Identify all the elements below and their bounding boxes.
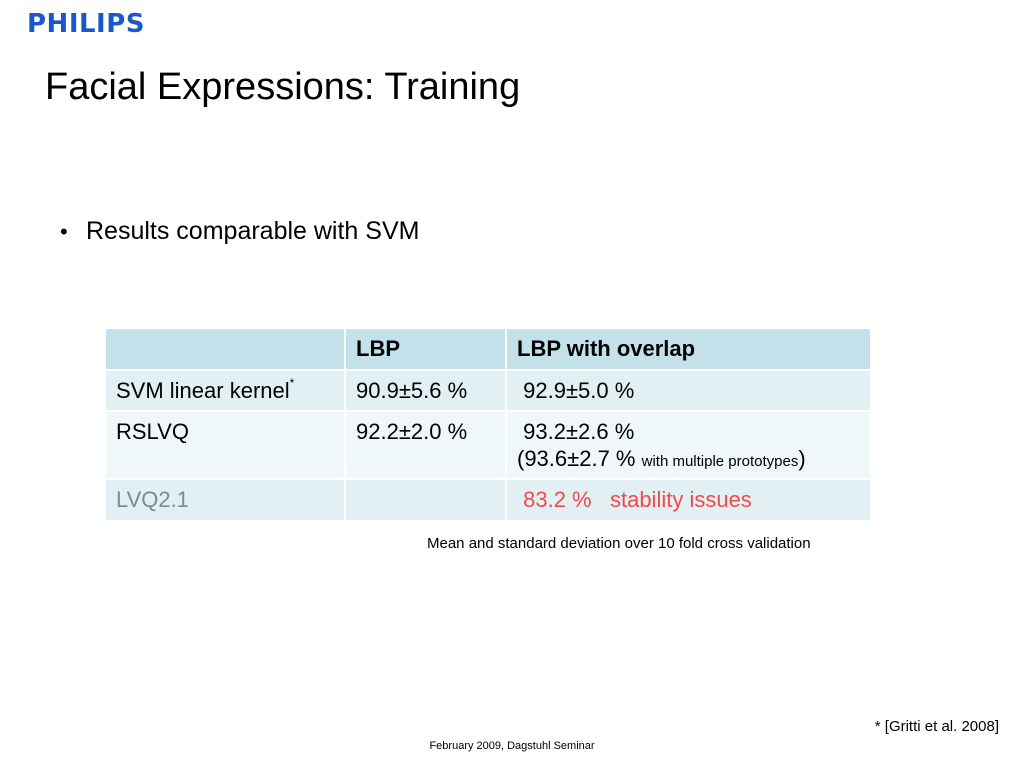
slide-footer: February 2009, Dagstuhl Seminar xyxy=(429,740,595,752)
lbp-overlap-cell: 93.2±2.6 % (93.6±2.7 % with multiple pro… xyxy=(505,410,872,481)
lbp-overlap-value: 93.2±2.6 % xyxy=(523,419,635,445)
lbp-overlap-cell: 83.2 % stability issues xyxy=(505,478,872,522)
multi-prototype-close: ) xyxy=(798,445,806,471)
slide-title: Facial Expressions: Training xyxy=(45,66,521,108)
table-caption: Mean and standard deviation over 10 fold… xyxy=(427,535,811,552)
row-label: SVM linear kernel xyxy=(116,378,290,403)
multi-prototype-note: with multiple prototypes xyxy=(641,452,799,470)
lbp-cell-empty xyxy=(344,478,507,522)
row-label-cell: LVQ2.1 xyxy=(104,478,346,522)
header-cell-lbp: LBP xyxy=(344,327,507,371)
philips-logo: PHILIPS xyxy=(27,9,146,39)
table-row-svm: SVM linear kernel* 90.9±5.6 % 92.9±5.0 % xyxy=(104,368,872,413)
bullet-icon: • xyxy=(60,219,68,244)
table-header-row: LBP LBP with overlap xyxy=(104,327,872,371)
lbp-overlap-value: 83.2 % xyxy=(523,487,592,513)
lbp-cell: 92.2±2.0 % xyxy=(344,410,507,481)
results-table: LBP LBP with overlap SVM linear kernel* … xyxy=(104,327,872,522)
bullet-list: • Results comparable with SVM xyxy=(60,217,419,246)
row-label-cell: SVM linear kernel* xyxy=(104,368,346,413)
lbp-cell: 90.9±5.6 % xyxy=(344,368,507,413)
bullet-text: Results comparable with SVM xyxy=(86,217,420,245)
table-row-rslvq: RSLVQ 92.2±2.0 % 93.2±2.6 % (93.6±2.7 % … xyxy=(104,410,872,481)
lbp-overlap-cell: 92.9±5.0 % xyxy=(505,368,872,413)
row-label-cell: RSLVQ xyxy=(104,410,346,481)
table-row-lvq21: LVQ2.1 83.2 % stability issues xyxy=(104,478,872,522)
multi-prototype-value: (93.6±2.7 % xyxy=(517,445,636,471)
footnote-marker: * xyxy=(289,376,295,390)
header-cell-empty xyxy=(104,327,346,371)
header-cell-lbp-overlap: LBP with overlap xyxy=(505,327,872,371)
lbp-overlap-value: 92.9±5.0 % xyxy=(523,378,635,403)
reference-note: * [Gritti et al. 2008] xyxy=(874,718,999,735)
bullet-item: • Results comparable with SVM xyxy=(60,217,419,246)
stability-note: stability issues xyxy=(609,487,752,513)
